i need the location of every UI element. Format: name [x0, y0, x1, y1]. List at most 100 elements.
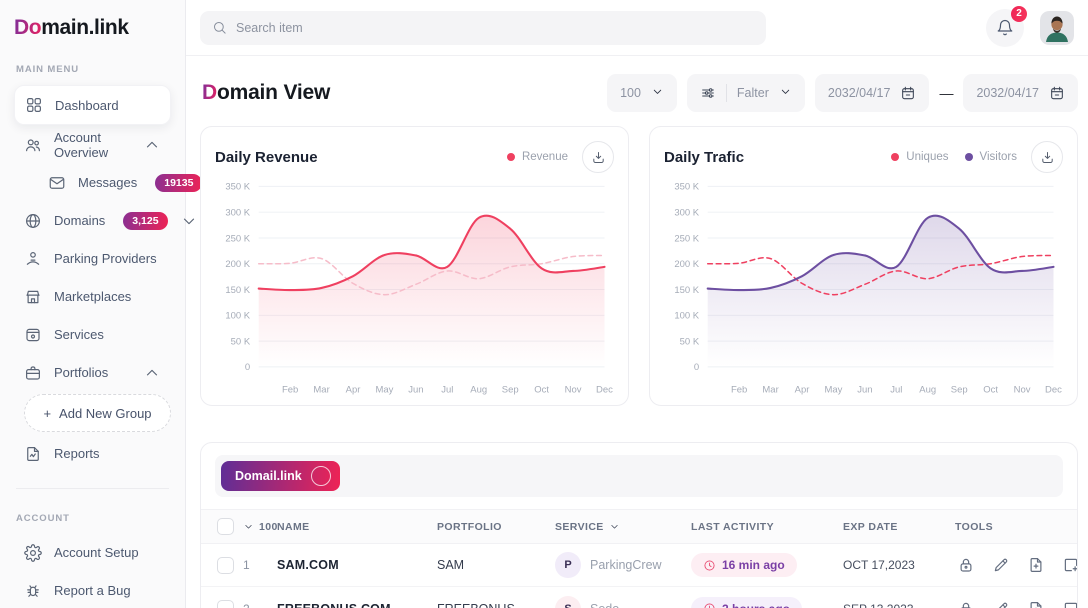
lock-button[interactable] — [955, 598, 977, 608]
topbar: 2 — [186, 0, 1088, 56]
column-header-exp-date[interactable]: EXP DATE — [843, 520, 898, 533]
chevron-down-icon[interactable] — [180, 212, 198, 230]
sidebar-item-services[interactable]: Services — [14, 316, 171, 353]
row-checkbox[interactable] — [217, 600, 234, 608]
legend-item: Visitors — [964, 151, 1017, 163]
page-title-rest: omain View — [216, 81, 331, 104]
sliders-icon — [700, 85, 716, 101]
svg-text:Feb: Feb — [282, 385, 298, 396]
svg-text:Nov: Nov — [1014, 385, 1031, 396]
notification-count-badge: 2 — [1011, 5, 1027, 22]
download-chart-button[interactable] — [582, 141, 614, 173]
svg-text:Jun: Jun — [857, 385, 872, 396]
column-header-count[interactable]: 100 — [243, 521, 277, 533]
account-menu: Account Setup Report a Bug — [14, 534, 171, 608]
lock-icon — [957, 556, 975, 574]
chart-title: Daily Trafic — [664, 148, 745, 166]
brand-logo[interactable]: Domain.link — [14, 16, 171, 40]
row-checkbox[interactable] — [217, 556, 234, 574]
domain-name[interactable]: FREEBONUS.COM — [277, 602, 437, 608]
sidebar-item-parking-providers[interactable]: Parking Providers — [14, 240, 171, 277]
pencil-button[interactable] — [990, 554, 1012, 576]
svg-text:Mar: Mar — [313, 385, 329, 396]
last-activity-cell: 2 hours ago — [691, 596, 843, 608]
remove-filter-icon[interactable] — [310, 466, 331, 487]
mail-icon — [48, 174, 66, 192]
report-icon — [24, 445, 42, 463]
sidebar-divider — [16, 488, 169, 489]
svg-text:250 K: 250 K — [674, 233, 699, 244]
sidebar-item-account-overview[interactable]: Account Overview — [14, 126, 171, 163]
charts-row: Daily Revenue Revenue 350 K 300 K 250 K 200 … — [200, 126, 1078, 407]
count-badge: 19135 — [155, 173, 203, 192]
svg-text:Oct: Oct — [983, 385, 998, 396]
service-avatar: P — [555, 552, 581, 579]
chart-plot: 350 K 300 K 250 K 200 K 150 K 100 K 50 K 0 Feb Ma… — [225, 182, 613, 396]
last-activity-badge: 16 min ago — [691, 553, 797, 578]
download-chart-button[interactable] — [1031, 141, 1063, 173]
search-icon — [212, 20, 227, 35]
search-input[interactable] — [236, 20, 754, 35]
domain-name[interactable]: SAM.COM — [277, 558, 339, 573]
column-header-last-activity[interactable]: LAST ACTIVITY — [691, 520, 774, 533]
filter-chip[interactable]: Domail.link — [221, 461, 340, 492]
filter-select[interactable]: Falter — [686, 74, 805, 112]
sidebar-item-report-a-bug[interactable]: Report a Bug — [14, 572, 171, 608]
svg-text:50 K: 50 K — [680, 336, 700, 347]
sidebar-item-messages[interactable]: Messages 19135 — [14, 164, 203, 201]
svg-text:350 K: 350 K — [225, 182, 250, 193]
sidebar-item-portfolios[interactable]: Portfolios — [14, 354, 171, 391]
pencil-button[interactable] — [990, 598, 1012, 608]
sidebar-item-reports[interactable]: Reports — [14, 435, 171, 472]
chevron-down-icon — [779, 85, 792, 101]
sidebar-item-label: Add New Group — [59, 405, 152, 421]
legend-label: Revenue — [521, 151, 568, 163]
column-header-service[interactable]: SERVICE — [555, 521, 691, 533]
chart-title: Daily Revenue — [215, 148, 318, 166]
search-box[interactable] — [200, 10, 766, 45]
sidebar-item-domains[interactable]: Domains 3,125 — [14, 202, 194, 239]
sidebar-item-dashboard[interactable]: Dashboard — [14, 85, 171, 125]
page-size-select[interactable]: 100 — [607, 74, 677, 112]
chevron-up-icon[interactable] — [143, 364, 161, 382]
sidebar-item-marketplaces[interactable]: Marketplaces — [14, 278, 171, 315]
column-header-name[interactable]: NAME — [277, 520, 310, 533]
sidebar-item-account-setup[interactable]: Account Setup — [14, 534, 171, 571]
globe-icon — [24, 212, 42, 230]
date-from-input[interactable]: 2032/04/17 — [814, 74, 930, 112]
svg-text:Jul: Jul — [441, 385, 453, 396]
service-cell: S Sedo — [555, 595, 691, 608]
column-header-tools[interactable]: TOOLS — [955, 520, 993, 533]
filter-label: Falter — [736, 86, 769, 100]
file-plus-button[interactable] — [1025, 554, 1047, 576]
last-activity-text: 2 hours ago — [722, 602, 790, 608]
store-icon — [24, 288, 42, 306]
sidebar-item-add-new-group[interactable]: + Add New Group — [24, 394, 171, 432]
svg-text:Sep: Sep — [502, 385, 519, 396]
user-avatar[interactable] — [1040, 10, 1074, 45]
column-header-portfolio[interactable]: PORTFOLIO — [437, 520, 502, 533]
notifications-button[interactable]: 2 — [986, 5, 1027, 47]
file-plus-button[interactable] — [1025, 598, 1047, 608]
note-add-button[interactable] — [1060, 598, 1077, 608]
tools-cell — [955, 598, 1077, 608]
chevron-up-icon[interactable] — [143, 136, 161, 154]
file-plus-icon — [1027, 556, 1045, 574]
select-all-checkbox[interactable] — [217, 518, 234, 536]
lock-button[interactable] — [955, 554, 977, 576]
svg-text:50 K: 50 K — [231, 336, 251, 347]
legend-dot-icon — [891, 153, 900, 161]
svg-text:Apr: Apr — [795, 385, 810, 396]
svg-text:100 K: 100 K — [225, 311, 250, 322]
date-to-input[interactable]: 2032/04/17 — [963, 74, 1078, 112]
chart-header: Daily Trafic Uniques Visitors — [664, 141, 1063, 173]
filter-separator — [725, 84, 727, 102]
table-body: 1 SAM.COM SAM P ParkingCrew 16 min ago OCT 17,… — [201, 544, 1077, 608]
chart-plot: 350 K 300 K 250 K 200 K 150 K 100 K 50 K 0 Feb Ma… — [674, 182, 1062, 396]
content: Domain View 100 Falter 2032/04/17 — [186, 56, 1088, 608]
svg-text:200 K: 200 K — [225, 259, 250, 270]
note-add-button[interactable] — [1060, 554, 1077, 576]
svg-text:300 K: 300 K — [225, 208, 250, 219]
count-badge: 3,125 — [123, 211, 168, 230]
legend-dot-icon — [506, 153, 515, 161]
